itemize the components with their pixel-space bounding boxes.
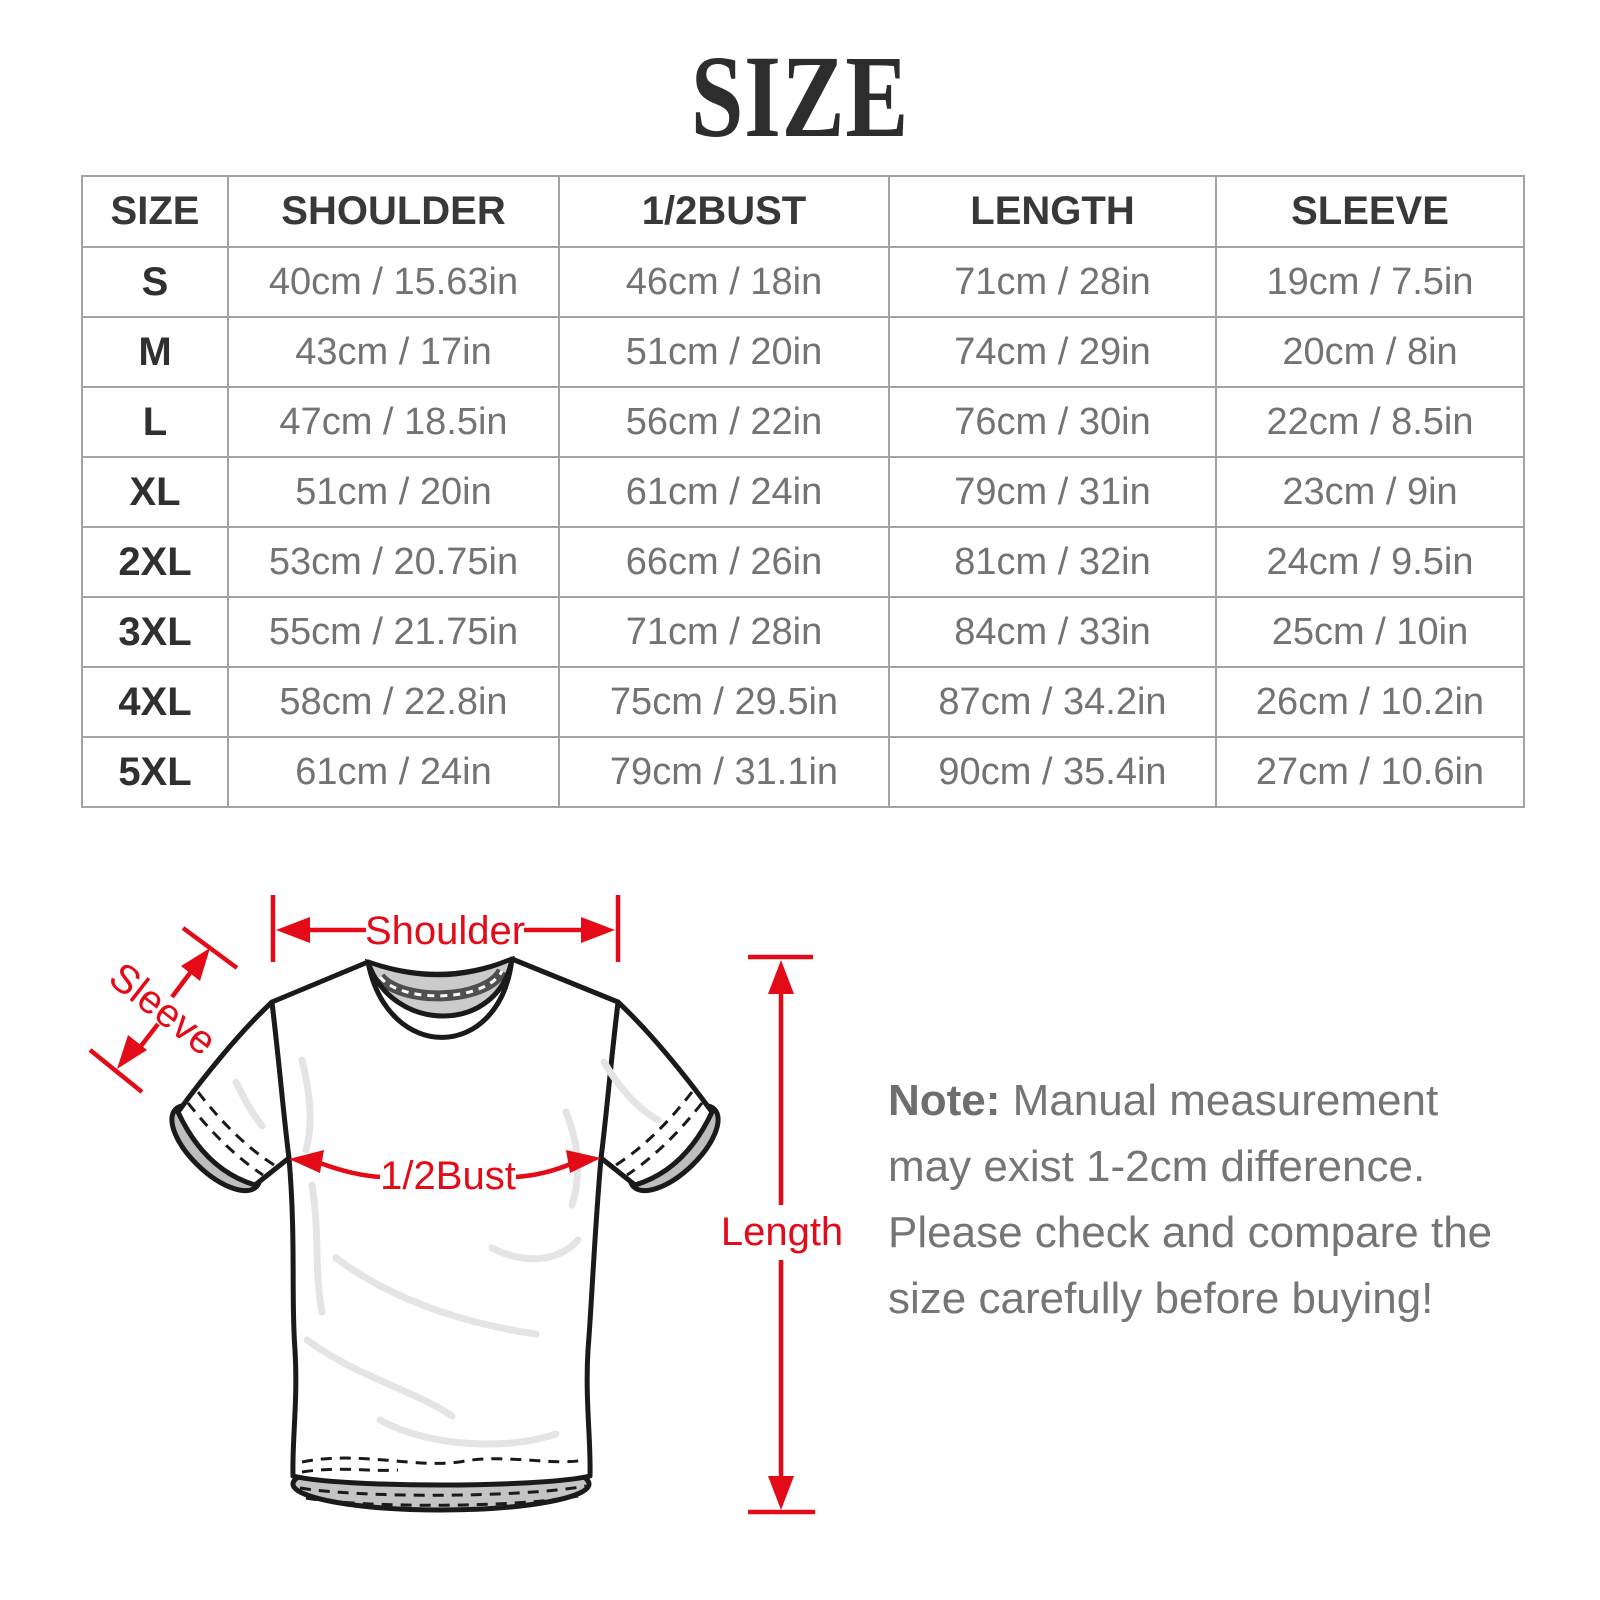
length-value: 74cm / 29in <box>888 316 1217 388</box>
sleeve-value: 19cm / 7.5in <box>1215 246 1525 318</box>
bust-value: 46cm / 18in <box>558 246 890 318</box>
size-label: M <box>81 316 229 388</box>
shoulder-value: 51cm / 20in <box>227 456 560 528</box>
wrinkle <box>303 1336 456 1420</box>
size-label: S <box>81 246 229 318</box>
wrinkle <box>308 1181 326 1316</box>
size-label: 2XL <box>81 526 229 598</box>
table-row: L 47cm / 18.5in 56cm / 22in 76cm / 30in … <box>81 386 1525 458</box>
bust-value: 79cm / 31.1in <box>558 736 890 808</box>
note-body: Manual measurement may exist 1-2cm diffe… <box>888 1076 1493 1323</box>
wrinkle <box>298 1056 314 1154</box>
page-title: SIZE <box>690 31 910 162</box>
sleeve-label: Sleeve <box>101 954 224 1064</box>
table-row: S 40cm / 15.63in 46cm / 18in 71cm / 28in… <box>81 246 1525 318</box>
sleeve-value: 23cm / 9in <box>1215 456 1525 528</box>
bust-value: 56cm / 22in <box>558 386 890 458</box>
note-prefix: Note: <box>888 1076 1001 1125</box>
table-row: 5XL 61cm / 24in 79cm / 31.1in 90cm / 35.… <box>81 736 1525 808</box>
shoulder-annotation: Shoulder <box>270 895 621 962</box>
length-label: Length <box>721 1210 843 1254</box>
note-text: Note: Manual measurement may exist 1-2cm… <box>888 1068 1502 1332</box>
sleeve-value: 25cm / 10in <box>1215 596 1525 668</box>
bust-value: 66cm / 26in <box>558 526 890 598</box>
bust-value: 61cm / 24in <box>558 456 890 528</box>
bust-value: 71cm / 28in <box>558 596 890 668</box>
sleeve-value: 22cm / 8.5in <box>1215 386 1525 458</box>
collar-tape-stitch <box>378 970 504 998</box>
header-row: SIZE SHOULDER 1/2BUST LENGTH SLEEVE <box>81 175 1525 248</box>
size-label: XL <box>81 456 229 528</box>
tshirt-illustration <box>169 955 721 1513</box>
sleeve-value: 26cm / 10.2in <box>1215 666 1525 738</box>
wrinkle <box>600 1058 662 1124</box>
bust-label: 1/2Bust <box>380 1154 516 1198</box>
hem-stitch <box>301 1456 585 1465</box>
length-value: 84cm / 33in <box>888 596 1217 668</box>
shoulder-value: 61cm / 24in <box>227 736 560 808</box>
left-cuff-stitch <box>196 1091 275 1167</box>
wrinkle <box>376 1416 560 1448</box>
table-row: M 43cm / 17in 51cm / 20in 74cm / 29in 20… <box>81 316 1525 388</box>
length-value: 76cm / 30in <box>888 386 1217 458</box>
wrinkle <box>332 1254 540 1338</box>
length-value: 87cm / 34.2in <box>888 666 1217 738</box>
size-label: 5XL <box>81 736 229 808</box>
bust-value: 75cm / 29.5in <box>558 666 890 738</box>
shoulder-value: 47cm / 18.5in <box>227 386 560 458</box>
size-table: SIZE SHOULDER 1/2BUST LENGTH SLEEVE S 40… <box>81 175 1525 808</box>
size-table-header: SIZE SHOULDER 1/2BUST LENGTH SLEEVE <box>81 175 1525 248</box>
shoulder-value: 53cm / 20.75in <box>227 526 560 598</box>
size-label: 4XL <box>81 666 229 738</box>
shoulder-label: Shoulder <box>365 909 525 953</box>
hem-fold-stitch <box>305 1494 579 1507</box>
length-value: 90cm / 35.4in <box>888 736 1217 808</box>
length-value: 71cm / 28in <box>888 246 1217 318</box>
sleeve-value: 27cm / 10.6in <box>1215 736 1525 808</box>
length-annotation: Length <box>721 954 843 1515</box>
wrinkle <box>232 1078 266 1130</box>
size-table-body: S 40cm / 15.63in 46cm / 18in 71cm / 28in… <box>81 246 1525 808</box>
table-row: XL 51cm / 20in 61cm / 24in 79cm / 31in 2… <box>81 456 1525 528</box>
tshirt-body <box>269 956 621 1488</box>
shoulder-value: 55cm / 21.75in <box>227 596 560 668</box>
col-header-sleeve: SLEEVE <box>1215 175 1525 248</box>
size-label: 3XL <box>81 596 229 668</box>
right-cuff-stitch <box>615 1091 694 1167</box>
shoulder-value: 40cm / 15.63in <box>227 246 560 318</box>
hem-fold-stitch <box>299 1484 587 1497</box>
bust-annotation: 1/2Bust <box>289 1150 601 1198</box>
table-row: 2XL 53cm / 20.75in 66cm / 26in 81cm / 32… <box>81 526 1525 598</box>
table-row: 3XL 55cm / 21.75in 71cm / 28in 84cm / 33… <box>81 596 1525 668</box>
collar-rib <box>365 956 515 1040</box>
table-row: 4XL 58cm / 22.8in 75cm / 29.5in 87cm / 3… <box>81 666 1525 738</box>
wrinkle <box>488 1236 582 1263</box>
col-header-length: LENGTH <box>888 175 1217 248</box>
shoulder-value: 58cm / 22.8in <box>227 666 560 738</box>
col-header-size: SIZE <box>81 175 229 248</box>
bust-value: 51cm / 20in <box>558 316 890 388</box>
col-header-shoulder: SHOULDER <box>227 175 560 248</box>
shoulder-value: 43cm / 17in <box>227 316 560 388</box>
col-header-bust: 1/2BUST <box>558 175 890 248</box>
sleeve-value: 20cm / 8in <box>1215 316 1525 388</box>
sleeve-value: 24cm / 9.5in <box>1215 526 1525 598</box>
length-value: 79cm / 31in <box>888 456 1217 528</box>
length-value: 81cm / 32in <box>888 526 1217 598</box>
size-label: L <box>81 386 229 458</box>
tshirt-measurement-diagram: Shoulder Sleeve 1/2Bust Length <box>88 895 843 1515</box>
